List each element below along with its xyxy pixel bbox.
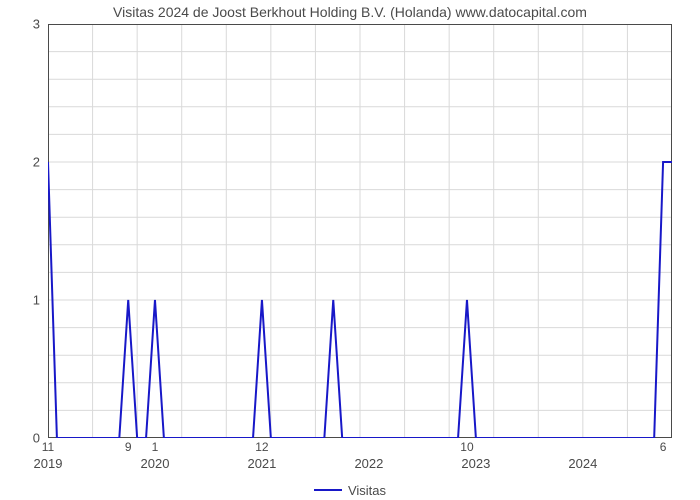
x-data-label: 11: [42, 440, 54, 454]
x-tick-label: 2022: [354, 456, 383, 471]
x-tick-label: 2024: [568, 456, 597, 471]
line-series: [48, 24, 672, 438]
x-data-label: 9: [125, 440, 132, 454]
chart-title: Visitas 2024 de Joost Berkhout Holding B…: [0, 4, 700, 20]
legend-label: Visitas: [348, 483, 386, 498]
x-tick-label: 2021: [247, 456, 276, 471]
y-tick-label: 0: [33, 431, 40, 446]
plot-area: 0123201920202021202220232024119112106: [48, 24, 672, 438]
x-tick-label: 2019: [34, 456, 63, 471]
x-tick-label: 2023: [461, 456, 490, 471]
legend: Visitas: [0, 478, 700, 498]
y-tick-label: 1: [33, 293, 40, 308]
x-tick-label: 2020: [141, 456, 170, 471]
legend-line-icon: [314, 489, 342, 491]
x-data-label: 6: [660, 440, 667, 454]
x-data-label: 10: [460, 440, 473, 454]
x-data-label: 1: [152, 440, 159, 454]
chart-container: Visitas 2024 de Joost Berkhout Holding B…: [0, 0, 700, 500]
y-tick-label: 2: [33, 155, 40, 170]
legend-item-visitas: Visitas: [314, 483, 386, 498]
x-data-label: 12: [255, 440, 268, 454]
y-tick-label: 3: [33, 17, 40, 32]
